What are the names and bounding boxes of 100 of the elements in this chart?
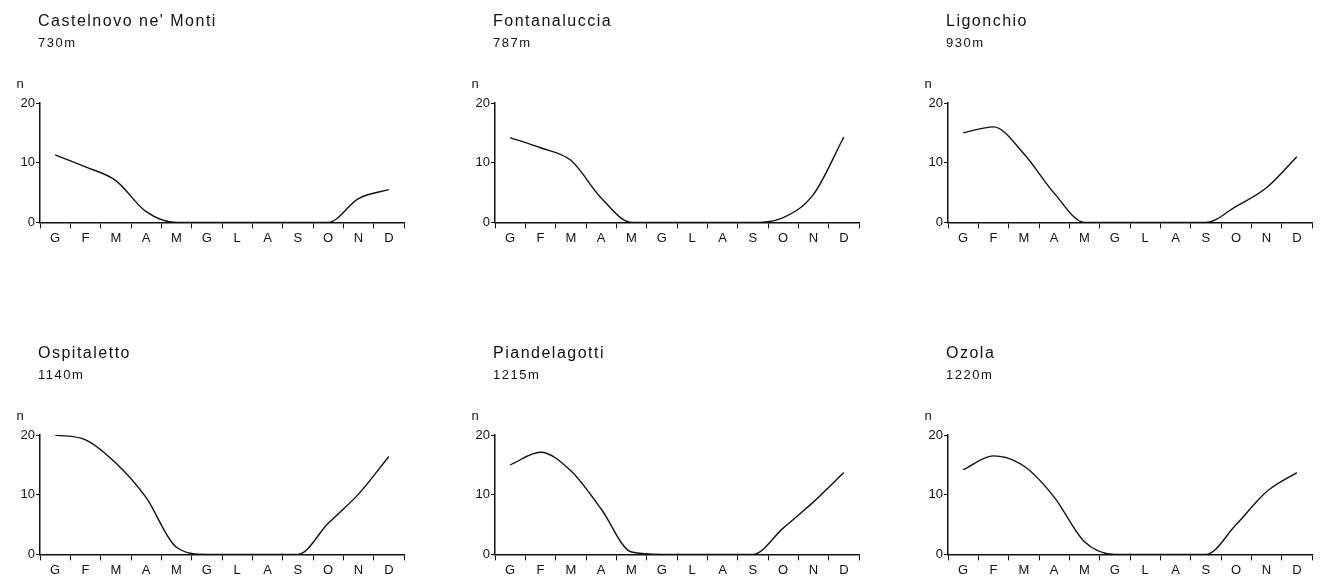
y-tick-label: 20: [475, 426, 490, 442]
x-tick-label: O: [778, 229, 789, 245]
x-tick-label: G: [1109, 229, 1120, 245]
x-tick-label: A: [141, 561, 151, 577]
y-axis-title: n: [16, 76, 24, 92]
chart-title: Fontanaluccia: [493, 12, 613, 30]
x-tick-label: L: [688, 229, 696, 245]
x-tick-label: G: [50, 229, 61, 245]
x-tick-label: D: [1292, 561, 1302, 577]
x-tick-label: M: [110, 561, 122, 577]
x-tick-label: G: [50, 561, 61, 577]
x-tick-label: M: [171, 229, 182, 245]
x-tick-label: O: [778, 561, 789, 577]
x-tick-label: N: [808, 229, 819, 245]
x-tick-label: M: [565, 229, 577, 245]
x-tick-label: F: [81, 229, 90, 245]
x-tick-label: M: [1079, 561, 1090, 577]
x-tick-label: G: [201, 561, 212, 577]
x-tick-label: G: [958, 229, 969, 245]
x-tick-label: L: [688, 561, 696, 577]
x-tick-label: O: [1231, 561, 1242, 577]
chart-title: Castelnovo ne' Monti: [38, 12, 217, 30]
x-tick-label: M: [1018, 561, 1030, 577]
chart-subtitle: 787m: [493, 35, 532, 50]
x-tick-label: A: [718, 561, 728, 577]
x-tick-label: G: [201, 229, 212, 245]
x-tick-label: A: [718, 229, 728, 245]
x-tick-label: L: [233, 561, 241, 577]
x-tick-label: G: [1109, 561, 1120, 577]
y-axis-title: n: [16, 408, 24, 424]
chart-subtitle: 1140m: [38, 367, 85, 382]
x-tick-label: L: [1141, 561, 1149, 577]
x-tick-label: A: [1049, 561, 1059, 577]
x-tick-label: N: [353, 561, 364, 577]
x-tick-label: F: [989, 561, 998, 577]
x-tick-label: N: [353, 229, 364, 245]
y-axis-title: n: [924, 76, 932, 92]
y-axis-title: n: [471, 408, 479, 424]
y-axis-title: n: [924, 408, 932, 424]
x-tick-label: S: [748, 229, 758, 245]
x-tick-label: A: [1171, 229, 1181, 245]
x-tick-label: M: [1079, 229, 1090, 245]
y-tick-label: 10: [928, 154, 943, 170]
x-tick-label: A: [263, 561, 273, 577]
x-tick-label: F: [536, 229, 545, 245]
y-tick-label: 0: [482, 213, 490, 229]
x-tick-label: S: [1201, 561, 1211, 577]
x-tick-label: O: [1231, 229, 1242, 245]
x-tick-label: D: [384, 229, 394, 245]
x-tick-label: F: [81, 561, 90, 577]
x-tick-label: L: [1141, 229, 1149, 245]
x-tick-label: G: [505, 561, 516, 577]
y-tick-label: 0: [27, 545, 35, 561]
x-tick-label: A: [596, 229, 606, 245]
x-tick-label: D: [1292, 229, 1302, 245]
x-tick-label: F: [536, 561, 545, 577]
y-tick-label: 10: [928, 486, 943, 502]
y-tick-label: 0: [935, 545, 943, 561]
x-tick-label: M: [110, 229, 122, 245]
y-tick-label: 10: [475, 486, 490, 502]
x-tick-label: F: [989, 229, 998, 245]
x-tick-label: A: [1049, 229, 1059, 245]
y-tick-label: 20: [928, 94, 943, 110]
x-tick-label: G: [958, 561, 969, 577]
x-tick-label: O: [323, 229, 334, 245]
chart-subtitle: 1215m: [493, 367, 541, 382]
x-tick-label: M: [1018, 229, 1030, 245]
y-tick-label: 20: [20, 426, 35, 442]
y-tick-label: 0: [482, 545, 490, 561]
x-tick-label: M: [626, 229, 637, 245]
x-tick-label: S: [293, 561, 303, 577]
x-tick-label: A: [596, 561, 606, 577]
y-tick-label: 20: [928, 426, 943, 442]
chart-subtitle: 930m: [946, 35, 985, 50]
chart-title: Ospitaletto: [38, 344, 131, 362]
y-tick-label: 20: [20, 94, 35, 110]
x-tick-label: G: [656, 229, 667, 245]
y-tick-label: 10: [475, 154, 490, 170]
chart-title: Ozola: [946, 344, 996, 362]
x-tick-label: M: [565, 561, 577, 577]
x-tick-label: A: [141, 229, 151, 245]
chart-title: Ligonchio: [946, 12, 1028, 30]
x-tick-label: G: [656, 561, 667, 577]
x-tick-label: D: [839, 561, 849, 577]
x-tick-label: L: [233, 229, 241, 245]
y-tick-label: 0: [935, 213, 943, 229]
y-tick-label: 0: [27, 213, 35, 229]
chart-title: Piandelagotti: [493, 344, 606, 362]
y-tick-label: 10: [20, 486, 35, 502]
x-tick-label: N: [1261, 561, 1272, 577]
x-tick-label: N: [808, 561, 819, 577]
x-tick-label: A: [263, 229, 273, 245]
x-tick-label: S: [748, 561, 758, 577]
x-tick-label: S: [293, 229, 303, 245]
x-tick-label: A: [1171, 561, 1181, 577]
x-tick-label: M: [626, 561, 637, 577]
x-tick-label: M: [171, 561, 182, 577]
x-tick-label: O: [323, 561, 334, 577]
y-tick-label: 20: [475, 94, 490, 110]
y-axis-title: n: [471, 76, 479, 92]
